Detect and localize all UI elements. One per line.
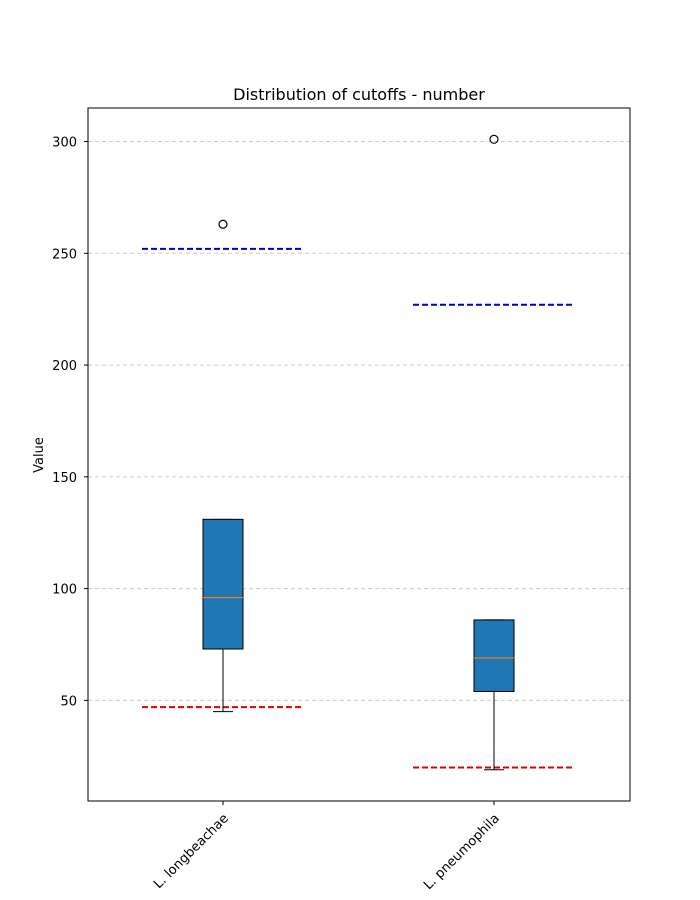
y-axis-ticks: 50 100 150 200 250 300 [52,136,88,709]
y-tick-label: 150 [52,471,77,486]
outlier-point [489,134,499,144]
y-tick-label: 250 [52,247,77,262]
y-tick-label: 300 [52,136,77,151]
iqr-box [473,619,515,692]
box-2 [473,134,515,771]
y-axis-label: Value [32,437,47,473]
y-tick-label: 200 [52,359,77,374]
boxes [202,134,515,771]
grid-lines [88,141,630,701]
chart-title: Distribution of cutoffs - number [233,85,485,104]
y-tick-label: 50 [60,694,77,709]
x-tick-label: L. longbeachae [151,811,232,892]
box-1 [202,219,244,713]
x-axis-ticks: L. longbeachae L. pneumophila [151,801,503,893]
plot-area-frame [87,107,631,802]
y-tick-label: 100 [52,583,77,598]
iqr-box [202,518,244,650]
x-tick-label: L. pneumophila [421,811,503,893]
outlier-point [218,219,228,229]
